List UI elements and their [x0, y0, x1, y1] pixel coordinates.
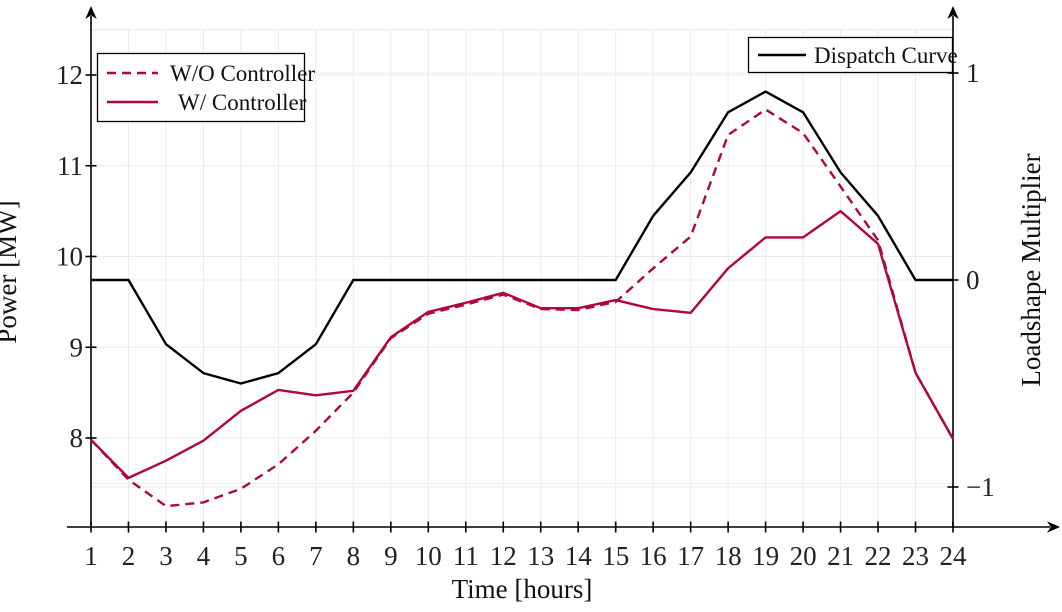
legend-dispatch: Dispatch Curve — [747, 36, 958, 74]
legend-label-wo-controller: W/O Controller — [170, 61, 315, 86]
right-axis-line-arrow-icon — [947, 6, 959, 19]
series-lines — [90, 90, 955, 508]
x-tick-label: 14 — [565, 541, 593, 571]
x-tick-label: 4 — [197, 541, 211, 571]
left-tick-label: 12 — [56, 60, 83, 90]
x-tick-label: 8 — [347, 541, 361, 571]
series-w-controller-line — [90, 209, 955, 480]
right-tick-label: −1 — [966, 472, 995, 502]
x-tick-label: 23 — [902, 541, 929, 571]
left-axis-line-arrow-icon — [85, 6, 97, 19]
x-axis-title: Time [hours] — [452, 574, 593, 604]
x-axis-arrow-icon — [1047, 521, 1060, 533]
x-tick-label: 1 — [84, 541, 98, 571]
axes — [67, 6, 1060, 533]
tick-labels: 1 2 3 4 5 6 7 8 9 10 11 12 13 14 15 16 17 18 19 20 21 22 23 248… — [56, 58, 995, 571]
left-tick-label: 8 — [70, 423, 84, 453]
x-tick-label: 13 — [527, 541, 554, 571]
x-tick-label: 6 — [272, 541, 286, 571]
x-tick-label: 3 — [159, 541, 173, 571]
left-tick-label: 9 — [70, 332, 84, 362]
x-tick-label: 2 — [122, 541, 136, 571]
x-tick-label: 9 — [384, 541, 398, 571]
right-tick-label: 0 — [966, 265, 980, 295]
series-w-o-controller-line — [90, 108, 955, 508]
left-tick-label: 10 — [56, 242, 83, 272]
x-tick-label: 19 — [752, 541, 779, 571]
x-tick-label: 24 — [940, 541, 968, 571]
x-tick-label: 20 — [790, 541, 817, 571]
right-tick-label: 1 — [966, 58, 980, 88]
x-tick-label: 11 — [453, 541, 479, 571]
series-dispatch-curve-line — [91, 90, 953, 385]
x-tick-label: 15 — [602, 541, 629, 571]
legend-label-dispatch-curve: Dispatch Curve — [814, 43, 958, 68]
left-tick-label: 11 — [57, 151, 83, 181]
x-tick-label: 12 — [490, 541, 517, 571]
x-tick-label: 18 — [715, 541, 742, 571]
legend-controllers: W/O Controller W/ Controller — [96, 52, 315, 123]
x-tick-label: 16 — [640, 541, 667, 571]
right-axis-title: Loadshape Multiplier — [1016, 153, 1046, 386]
x-tick-label: 21 — [827, 541, 854, 571]
x-tick-label: 10 — [415, 541, 442, 571]
x-tick-label: 17 — [677, 541, 704, 571]
legend-label-w-controller: W/ Controller — [178, 90, 307, 115]
x-tick-label: 22 — [865, 541, 892, 571]
x-tick-label: 5 — [234, 541, 248, 571]
x-tick-label: 7 — [309, 541, 323, 571]
legend-controllers-box — [96, 52, 306, 123]
left-axis-title: Power [MW] — [0, 200, 22, 343]
